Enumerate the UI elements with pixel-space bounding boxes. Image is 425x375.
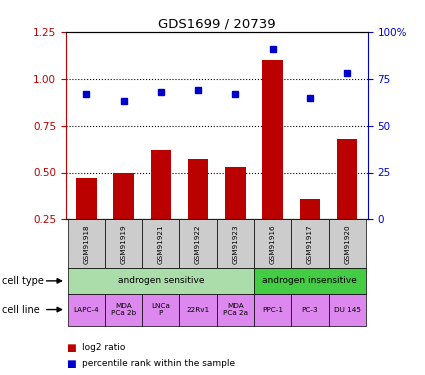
Text: cell line: cell line [2,304,40,315]
Bar [300,199,320,266]
Text: LAPC-4: LAPC-4 [74,307,99,313]
Text: MDA
PCa 2b: MDA PCa 2b [111,303,136,316]
Bar [142,294,179,326]
Bar [225,167,246,266]
Text: MDA
PCa 2a: MDA PCa 2a [223,303,248,316]
Bar [68,268,254,294]
Text: GSM91917: GSM91917 [307,224,313,264]
Bar [329,219,366,268]
Bar [142,219,179,268]
Text: LNCa
P: LNCa P [151,303,170,316]
Bar [150,150,171,266]
Bar [188,159,208,266]
Bar [105,294,142,326]
Bar [254,294,291,326]
Text: GSM91923: GSM91923 [232,224,238,264]
Text: GSM91918: GSM91918 [83,224,89,264]
Bar [337,139,357,266]
Bar [179,294,217,326]
Text: percentile rank within the sample: percentile rank within the sample [82,359,235,368]
Text: GSM91922: GSM91922 [195,224,201,264]
Bar [217,219,254,268]
Text: GSM91919: GSM91919 [121,224,127,264]
Text: PC-3: PC-3 [302,307,318,313]
Bar [68,219,105,268]
Text: GSM91916: GSM91916 [269,224,276,264]
Text: androgen sensitive: androgen sensitive [118,276,204,285]
Text: PPC-1: PPC-1 [262,307,283,313]
Text: log2 ratio: log2 ratio [82,344,125,352]
Text: GSM91921: GSM91921 [158,224,164,264]
Text: androgen insensitive: androgen insensitive [263,276,357,285]
Bar [262,60,283,266]
Bar [113,172,134,266]
Title: GDS1699 / 20739: GDS1699 / 20739 [158,18,275,31]
Text: GSM91920: GSM91920 [344,224,350,264]
Text: cell type: cell type [2,276,44,286]
Bar [105,219,142,268]
Bar [254,219,291,268]
Text: DU 145: DU 145 [334,307,361,313]
Bar [217,294,254,326]
Text: ■: ■ [66,343,76,353]
Bar [68,294,105,326]
Text: ■: ■ [66,359,76,369]
Bar [179,219,217,268]
Bar [291,219,329,268]
Text: 22Rv1: 22Rv1 [187,307,210,313]
Bar [254,268,366,294]
Bar [329,294,366,326]
Bar [291,294,329,326]
Bar [76,178,96,266]
